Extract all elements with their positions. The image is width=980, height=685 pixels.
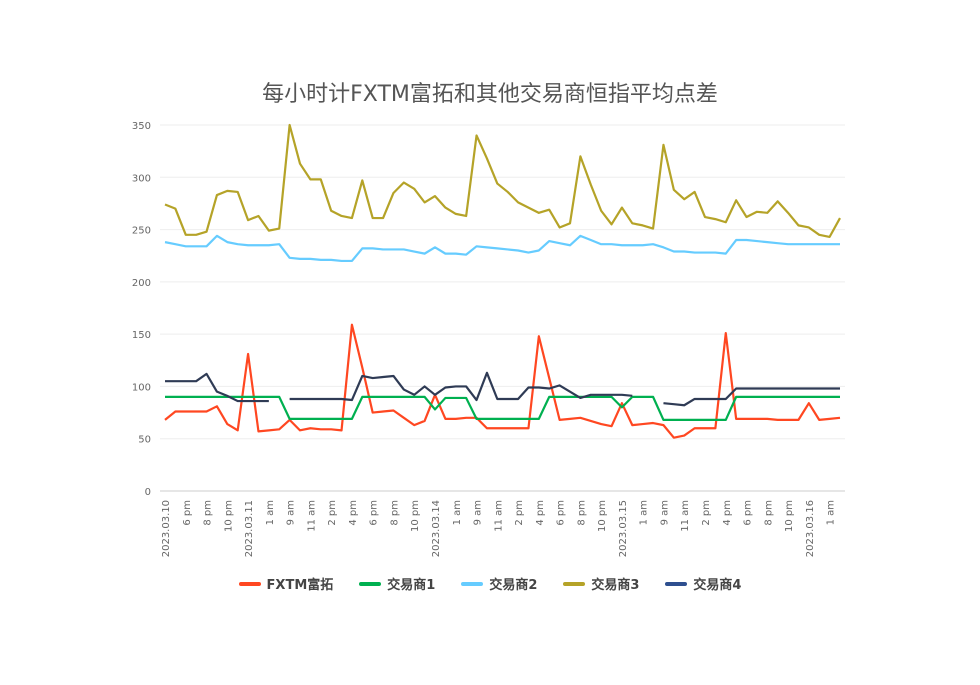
legend-label: 交易商4 xyxy=(693,578,742,593)
legend-label: 交易商1 xyxy=(387,578,436,593)
legend-item-3[interactable]: 交易商2 xyxy=(461,574,537,593)
x-tick-label: 6 pm xyxy=(556,500,567,526)
legend-label: FXTM富拓 xyxy=(266,578,334,593)
legend-label: 交易商3 xyxy=(591,578,640,593)
y-tick-label: 350 xyxy=(132,121,151,132)
legend-swatch xyxy=(665,581,688,586)
legend-swatch xyxy=(563,581,586,586)
x-tick-label: 2 pm xyxy=(514,500,525,526)
y-tick-label: 300 xyxy=(132,173,151,184)
series-line-5 xyxy=(165,372,269,403)
x-tick-label: 10 pm xyxy=(410,500,421,532)
y-tick-label: 50 xyxy=(138,435,151,446)
legend-label: 交易商2 xyxy=(489,578,538,593)
x-tick-label: 8 pm xyxy=(763,500,774,526)
y-tick-label: 200 xyxy=(132,278,151,289)
x-tick-label: 2023.03.10 xyxy=(161,500,172,557)
x-tick-label: 10 pm xyxy=(223,500,234,532)
chart-legend: FXTM富拓 交易商1 交易商2 交易商3 交易商4 xyxy=(0,574,980,593)
legend-item-5[interactable]: 交易商4 xyxy=(665,574,741,593)
x-tick-label: 6 pm xyxy=(369,500,380,526)
series-line-4 xyxy=(164,123,841,238)
x-tick-label: 1 am xyxy=(265,500,276,525)
y-tick-label: 250 xyxy=(132,226,151,237)
x-tick-label: 11 am xyxy=(493,500,504,532)
series-line-1 xyxy=(164,323,841,439)
series-line-2 xyxy=(165,395,840,421)
x-tick-label: 9 am xyxy=(659,500,670,525)
legend-swatch xyxy=(461,581,484,586)
legend-item-4[interactable]: 交易商3 xyxy=(563,574,639,593)
x-tick-label: 1 am xyxy=(639,500,650,525)
series-line-3 xyxy=(164,234,840,263)
x-tick-label: 1 am xyxy=(826,500,837,525)
x-tick-label: 6 pm xyxy=(743,500,754,526)
x-tick-label: 2 pm xyxy=(327,500,338,526)
x-tick-label: 2023.03.14 xyxy=(431,500,442,557)
legend-item-1[interactable]: FXTM富拓 xyxy=(238,574,334,593)
x-tick-label: 11 am xyxy=(306,500,317,532)
y-tick-label: 100 xyxy=(132,382,151,393)
x-tick-label: 1 am xyxy=(452,500,463,525)
y-tick-label: 150 xyxy=(132,330,151,341)
legend-swatch xyxy=(238,581,261,586)
x-tick-label: 9 am xyxy=(286,500,297,525)
x-tick-label: 8 pm xyxy=(389,500,400,526)
x-tick-label: 10 pm xyxy=(784,500,795,532)
x-tick-label: 2023.03.16 xyxy=(805,500,816,557)
legend-item-2[interactable]: 交易商1 xyxy=(359,574,435,593)
x-tick-label: 9 am xyxy=(473,500,484,525)
x-tick-label: 2023.03.15 xyxy=(618,500,629,557)
x-tick-label: 8 pm xyxy=(203,500,214,526)
series-line-5 xyxy=(663,387,840,407)
legend-swatch xyxy=(359,581,382,586)
x-tick-label: 10 pm xyxy=(597,500,608,532)
x-tick-label: 11 am xyxy=(680,500,691,532)
x-tick-label: 8 pm xyxy=(576,500,587,526)
y-tick-label: 0 xyxy=(145,487,151,498)
x-tick-label: 2 pm xyxy=(701,500,712,526)
x-tick-label: 4 pm xyxy=(535,500,546,526)
x-tick-label: 4 pm xyxy=(722,500,733,526)
x-tick-label: 4 pm xyxy=(348,500,359,526)
x-tick-label: 6 pm xyxy=(182,500,193,526)
series-line-5 xyxy=(289,371,633,402)
chart-title: 每小时计FXTM富拓和其他交易商恒指平均点差 xyxy=(262,82,718,107)
x-tick-label: 2023.03.11 xyxy=(244,500,255,557)
